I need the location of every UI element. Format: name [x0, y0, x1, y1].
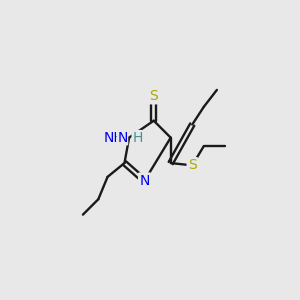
- Text: S: S: [188, 158, 197, 172]
- Text: NH: NH: [104, 130, 124, 145]
- Text: N: N: [117, 130, 128, 145]
- Text: S: S: [149, 89, 158, 103]
- Text: H: H: [132, 130, 142, 145]
- Text: N: N: [139, 174, 150, 188]
